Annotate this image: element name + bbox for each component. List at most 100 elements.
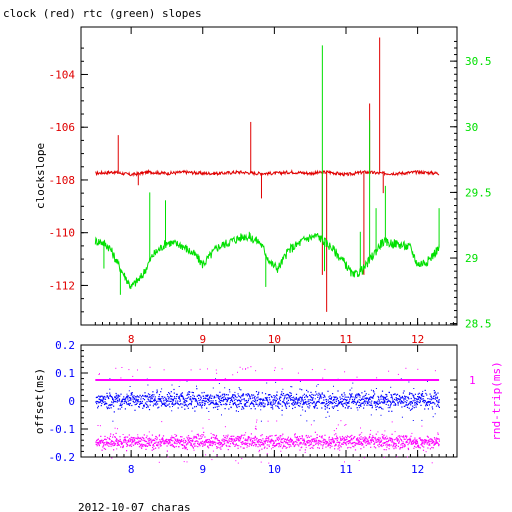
rnd-trip-point xyxy=(102,442,104,444)
rnd-trip-point xyxy=(194,436,196,438)
rnd-trip-point xyxy=(437,443,440,445)
offset-point xyxy=(237,393,239,395)
rnd-trip-point xyxy=(402,441,404,443)
rnd-trip-point xyxy=(264,441,266,443)
rnd-trip-point xyxy=(316,440,318,442)
offset-point xyxy=(306,389,308,391)
offset-point xyxy=(233,402,235,404)
rnd-trip-point xyxy=(310,441,312,443)
rnd-trip-point xyxy=(267,441,269,443)
rnd-trip-point xyxy=(297,439,299,441)
rnd-trip-point xyxy=(322,445,324,447)
rnd-trip-outlier xyxy=(417,446,419,448)
offset-point xyxy=(169,400,171,403)
rnd-trip-outlier xyxy=(411,432,413,434)
rnd-trip-point xyxy=(344,439,346,441)
rnd-trip-point xyxy=(330,442,332,444)
offset-point xyxy=(369,396,371,399)
rnd-trip-point xyxy=(214,444,216,446)
rnd-trip-point xyxy=(173,446,176,448)
rnd-trip-point xyxy=(397,373,399,375)
offset-point xyxy=(344,402,346,404)
offset-point xyxy=(333,398,335,401)
offset-point xyxy=(304,396,306,398)
rnd-trip-point xyxy=(105,439,107,441)
rnd-trip-point xyxy=(324,443,326,445)
rnd-trip-point xyxy=(339,439,342,441)
rnd-trip-outlier xyxy=(99,425,101,427)
rnd-trip-point xyxy=(194,437,196,439)
offset-point xyxy=(256,400,259,402)
offset-point xyxy=(189,397,191,400)
offset-point xyxy=(389,400,391,403)
rnd-trip-point xyxy=(280,440,282,442)
offset-point xyxy=(100,405,102,407)
rnd-trip-point xyxy=(323,438,325,440)
rnd-trip-point xyxy=(121,442,123,444)
rnd-trip-point xyxy=(427,447,429,449)
rnd-trip-point xyxy=(167,441,169,443)
offset-point xyxy=(334,399,336,401)
rnd-trip-point xyxy=(345,444,347,446)
rnd-trip-point xyxy=(295,441,297,443)
rnd-trip-point xyxy=(129,438,131,440)
rnd-trip-point xyxy=(233,443,235,446)
offset-point xyxy=(166,394,168,396)
offset-point xyxy=(159,400,161,402)
rnd-trip-point xyxy=(241,442,243,444)
offset-point xyxy=(438,399,440,401)
offset-point xyxy=(425,392,427,395)
offset-point xyxy=(165,402,167,404)
rnd-trip-point xyxy=(273,441,275,443)
rnd-trip-point xyxy=(308,442,310,444)
rnd-trip-point xyxy=(143,438,145,440)
offset-point xyxy=(285,394,287,396)
rnd-trip-point xyxy=(339,441,341,443)
offset-point xyxy=(116,398,118,400)
rnd-trip-point xyxy=(238,440,240,442)
offset-point xyxy=(404,396,406,398)
offset-point xyxy=(248,393,250,395)
offset-point xyxy=(437,404,439,406)
offset-point xyxy=(217,396,220,398)
rnd-trip-point xyxy=(202,434,205,436)
offset-point xyxy=(147,406,149,408)
rnd-trip-point xyxy=(341,443,343,445)
rnd-trip-point xyxy=(402,443,404,445)
rnd-trip-point xyxy=(403,436,405,438)
offset-point xyxy=(180,395,182,397)
rnd-trip-point xyxy=(416,442,418,445)
rnd-trip-outlier xyxy=(171,435,173,437)
rnd-trip-point xyxy=(229,440,231,442)
offset-point xyxy=(136,402,138,404)
rnd-trip-point xyxy=(102,441,104,443)
offset-point xyxy=(183,398,185,401)
offset-point xyxy=(196,395,198,397)
offset-point xyxy=(220,395,222,397)
offset-point xyxy=(137,396,139,398)
rnd-trip-point xyxy=(407,444,409,446)
offset-point xyxy=(137,399,139,401)
rnd-trip-point xyxy=(188,440,190,442)
offset-point xyxy=(433,390,435,392)
rnd-trip-point xyxy=(246,439,248,441)
offset-point xyxy=(167,404,169,406)
rnd-trip-point xyxy=(252,437,254,440)
rnd-trip-point xyxy=(411,442,413,444)
clock-series-line xyxy=(95,168,440,177)
rnd-trip-point xyxy=(396,439,398,441)
offset-point xyxy=(401,406,403,408)
offset-point xyxy=(198,402,201,404)
rnd-trip-outlier xyxy=(337,424,339,426)
rnd-trip-point xyxy=(294,433,296,435)
offset-point xyxy=(405,402,408,404)
offset-point xyxy=(319,393,321,396)
offset-outlier xyxy=(275,381,277,383)
rnd-trip-point xyxy=(126,445,128,447)
offset-point xyxy=(411,402,413,404)
offset-point xyxy=(314,406,316,408)
rnd-trip-point xyxy=(269,435,271,437)
offset-point xyxy=(347,406,349,408)
offset-point xyxy=(415,398,417,400)
rnd-trip-point xyxy=(381,433,383,436)
